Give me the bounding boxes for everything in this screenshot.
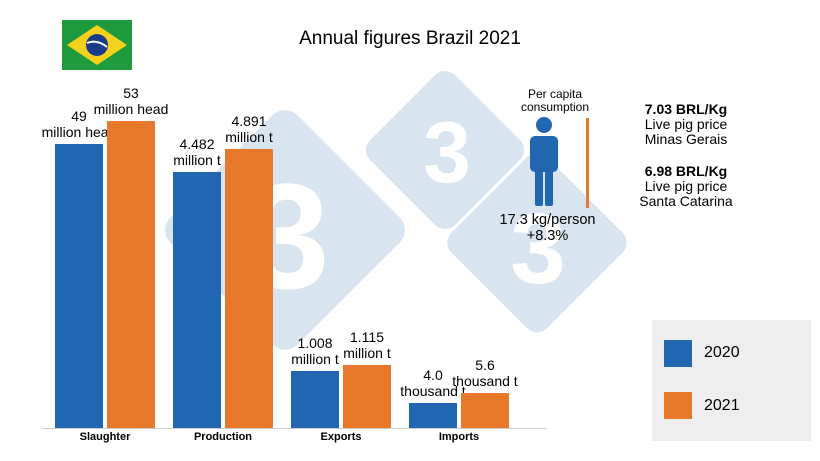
bar-slaughter-2020 [55,144,103,428]
bar-slaughter-2021 [107,121,155,428]
brazil-flag-icon [62,20,132,70]
person-icon [530,117,558,206]
data-label-exports-2020: 1.008 million t [291,335,339,367]
per-capita-amount: 17.3 kg/person [499,212,596,228]
svg-text:3: 3 [510,193,566,305]
price-label: Live pig price [644,116,728,132]
price-region: Santa Catarina [639,193,733,209]
data-label-production-2020: 4.482 million t [173,136,221,168]
legend-label-2021: 2021 [704,397,740,414]
per-capita-value: 17.3 kg/person +8.3% [480,212,615,244]
bar-exports-2021 [343,365,391,428]
bar-imports-2020 [409,403,457,428]
price-region: Minas Gerais [644,131,728,147]
legend: 2020 2021 [652,320,811,441]
bar-production-2021 [225,149,273,428]
price-block-minas-gerais: 7.03 BRL/Kg Live pig price Minas Gerais [596,102,776,147]
bar-production-2020 [173,172,221,428]
per-capita-change: +8.3% [526,228,569,244]
per-capita-bar [586,118,589,208]
x-axis-line [42,428,547,429]
data-label-exports-2021: 1.115 million t [343,329,391,361]
category-label-production: Production [193,431,253,443]
data-label-production-2021: 4.891 million t [225,113,273,145]
bar-exports-2020 [291,371,339,428]
category-label-exports: Exports [320,431,362,443]
data-label-slaughter-2021: 53 million head [93,85,169,117]
price-value: 6.98 BRL/Kg [644,163,728,179]
page-title: Annual figures Brazil 2021 [299,28,521,49]
price-label: Live pig price [644,178,728,194]
legend-swatch-2020 [664,340,692,367]
data-label-imports-2021: 5.6 thousand t [452,357,518,389]
price-block-santa-catarina: 6.98 BRL/Kg Live pig price Santa Catarin… [596,164,776,209]
per-capita-label: Per capita consumption [520,87,590,114]
category-label-imports: Imports [438,431,480,443]
bar-imports-2021 [461,393,509,428]
data-label-imports-2020: 4.0 thousand t [400,367,466,399]
legend-label-2020: 2020 [704,344,740,361]
legend-swatch-2021 [664,392,692,419]
data-label-slaughter-2020: 49 million head [41,108,117,140]
svg-text:3: 3 [423,105,471,201]
category-label-slaughter: Slaughter [79,431,131,443]
price-value: 7.03 BRL/Kg [644,101,728,117]
